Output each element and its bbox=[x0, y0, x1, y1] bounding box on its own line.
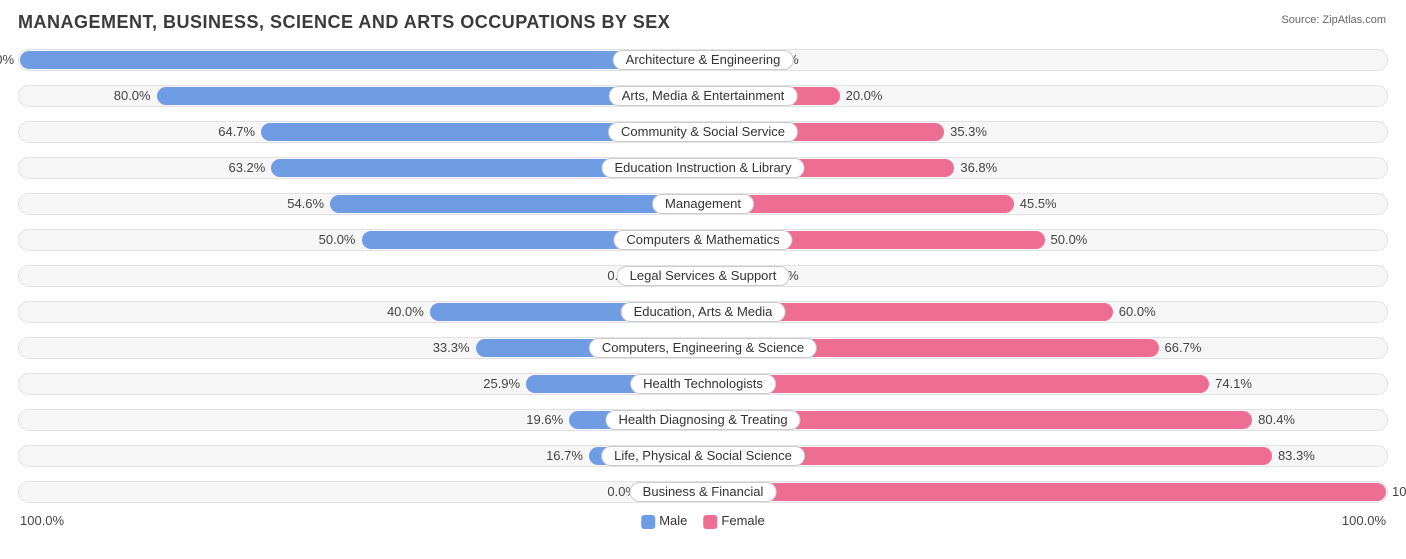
axis-left-label: 100.0% bbox=[20, 513, 64, 528]
category-label: Computers & Mathematics bbox=[613, 230, 792, 250]
chart-title: MANAGEMENT, BUSINESS, SCIENCE AND ARTS O… bbox=[18, 12, 1388, 33]
female-value-label: 83.3% bbox=[1278, 448, 1315, 463]
female-value-label: 74.1% bbox=[1215, 376, 1252, 391]
category-label: Management bbox=[652, 194, 754, 214]
female-value-label: 45.5% bbox=[1020, 196, 1057, 211]
chart-row: 50.0% 50.0% Computers & Mathematics bbox=[18, 223, 1388, 257]
chart-source: Source: ZipAtlas.com bbox=[1281, 14, 1386, 26]
category-label: Education, Arts & Media bbox=[621, 302, 786, 322]
chart-row: 19.6% 80.4% Health Diagnosing & Treating bbox=[18, 403, 1388, 437]
male-value-label: 100.0% bbox=[0, 52, 14, 67]
female-value-label: 20.0% bbox=[846, 88, 883, 103]
male-value-label: 80.0% bbox=[114, 88, 151, 103]
legend-swatch-female bbox=[703, 515, 717, 529]
female-value-label: 80.4% bbox=[1258, 412, 1295, 427]
chart-row: 0.0%0.0%Legal Services & Support bbox=[18, 259, 1388, 293]
legend-label-female: Female bbox=[721, 513, 764, 528]
female-value-label: 66.7% bbox=[1165, 340, 1202, 355]
male-value-label: 16.7% bbox=[546, 448, 583, 463]
chart-row: 33.3% 66.7% Computers, Engineering & Scien… bbox=[18, 331, 1388, 365]
legend-item-male: Male bbox=[641, 513, 687, 529]
category-label: Community & Social Service bbox=[608, 122, 798, 142]
female-value-label: 100.0% bbox=[1392, 484, 1406, 499]
legend-swatch-male bbox=[641, 515, 655, 529]
category-label: Business & Financial bbox=[630, 482, 777, 502]
female-value-label: 60.0% bbox=[1119, 304, 1156, 319]
male-bar bbox=[330, 195, 703, 213]
category-label: Education Instruction & Library bbox=[601, 158, 804, 178]
category-label: Life, Physical & Social Science bbox=[601, 446, 805, 466]
male-value-label: 40.0% bbox=[387, 304, 424, 319]
chart-row: 16.7% 83.3% Life, Physical & Social Scienc… bbox=[18, 439, 1388, 473]
male-value-label: 54.6% bbox=[287, 196, 324, 211]
category-label: Arts, Media & Entertainment bbox=[609, 86, 798, 106]
female-value-label: 35.3% bbox=[950, 124, 987, 139]
male-value-label: 63.2% bbox=[228, 160, 265, 175]
legend-label-male: Male bbox=[659, 513, 687, 528]
chart-row: 100.0%0.0%Architecture & Engineering bbox=[18, 43, 1388, 77]
axis-row: 100.0% 100.0% Male Female bbox=[18, 513, 1388, 535]
female-bar bbox=[703, 483, 1386, 501]
chart-row: 63.2% 36.8% Education Instruction & Librar… bbox=[18, 151, 1388, 185]
chart-row: 54.6% 45.5% Management bbox=[18, 187, 1388, 221]
chart-row: 0.0%100.0%Business & Financial bbox=[18, 475, 1388, 509]
male-value-label: 64.7% bbox=[218, 124, 255, 139]
category-label: Computers, Engineering & Science bbox=[589, 338, 817, 358]
female-value-label: 50.0% bbox=[1051, 232, 1088, 247]
chart-row: 40.0% 60.0% Education, Arts & Media bbox=[18, 295, 1388, 329]
male-value-label: 33.3% bbox=[433, 340, 470, 355]
male-value-label: 25.9% bbox=[483, 376, 520, 391]
chart-row: 80.0% 20.0% Arts, Media & Entertainment bbox=[18, 79, 1388, 113]
category-label: Architecture & Engineering bbox=[613, 50, 794, 70]
axis-right-label: 100.0% bbox=[1342, 513, 1386, 528]
chart-area: 100.0%0.0%Architecture & Engineering80.0… bbox=[18, 43, 1388, 535]
legend: Male Female bbox=[641, 513, 765, 529]
category-label: Legal Services & Support bbox=[617, 266, 790, 286]
female-value-label: 36.8% bbox=[960, 160, 997, 175]
source-name: ZipAtlas.com bbox=[1322, 14, 1386, 26]
category-label: Health Diagnosing & Treating bbox=[605, 410, 800, 430]
chart-row: 64.7% 35.3% Community & Social Service bbox=[18, 115, 1388, 149]
male-value-label: 50.0% bbox=[319, 232, 356, 247]
male-bar bbox=[20, 51, 703, 69]
legend-item-female: Female bbox=[703, 513, 764, 529]
chart-row: 25.9% 74.1% Health Technologists bbox=[18, 367, 1388, 401]
category-label: Health Technologists bbox=[630, 374, 776, 394]
male-value-label: 19.6% bbox=[526, 412, 563, 427]
source-prefix: Source: bbox=[1281, 14, 1322, 26]
female-bar bbox=[703, 375, 1209, 393]
